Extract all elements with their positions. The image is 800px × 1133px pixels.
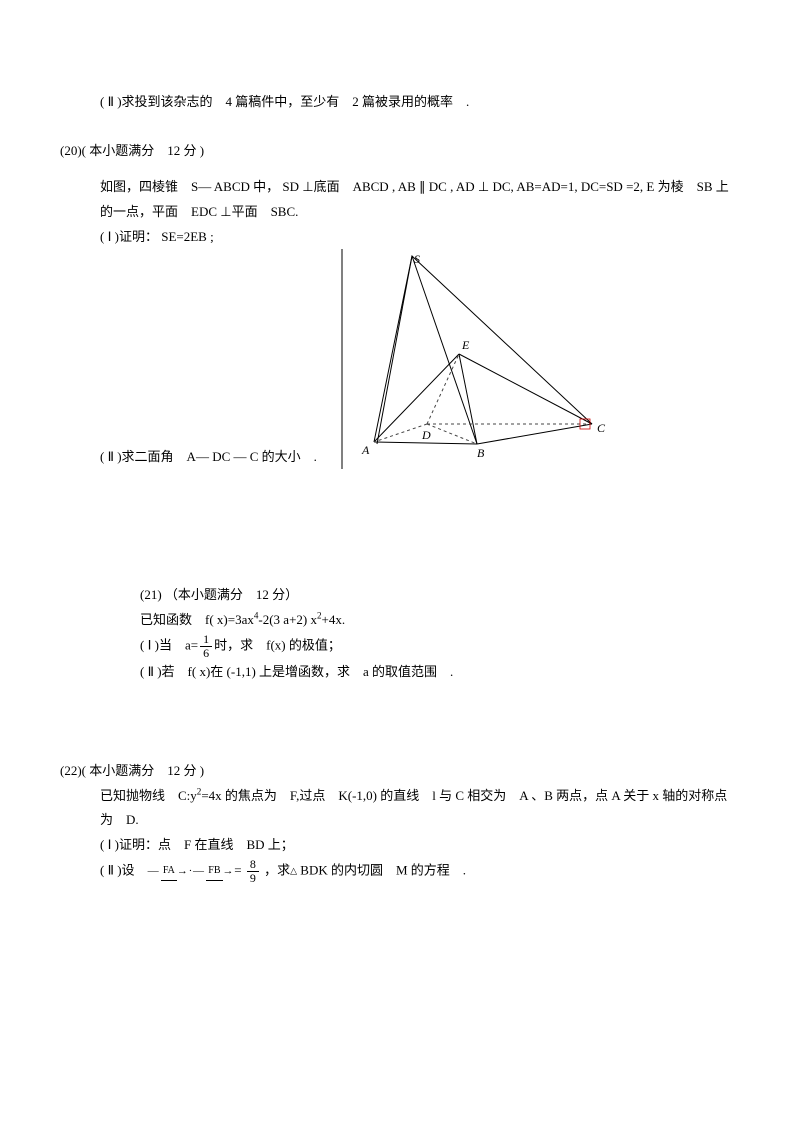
- q22-intro-a: 已知抛物线 C:y: [100, 788, 197, 803]
- q22-intro: 已知抛物线 C:y2=4x 的焦点为 F,过点 K(-1,0) 的直线 l 与 …: [60, 784, 740, 833]
- q21-intro: 已知函数 f( x)=3ax4-2(3 a+2) x2+4x.: [60, 608, 740, 633]
- pyramid-figure: S E A D B C: [317, 249, 647, 469]
- q21-intro-b: -2(3 a+2) x: [258, 612, 317, 627]
- q22-eq: =: [234, 862, 241, 877]
- fraction-8-9: 89: [247, 858, 259, 885]
- q19-part2: ( Ⅱ )求投到该杂志的 4 篇稿件中，至少有 2 篇被录用的概率 .: [60, 90, 740, 115]
- q20-part1: ( Ⅰ )证明： SE=2EB ;: [60, 225, 740, 250]
- fraction-1-6: 16: [200, 633, 212, 660]
- frac-num: 1: [200, 633, 212, 647]
- q21-part2: ( Ⅱ )若 f( x)在 (-1,1) 上是增函数，求 a 的取值范围 .: [60, 660, 740, 685]
- q21-intro-c: +4x.: [322, 612, 346, 627]
- q22-part2-a: ( Ⅱ )设: [100, 862, 148, 877]
- frac-den: 6: [200, 647, 212, 660]
- vec-FB: FB: [206, 861, 222, 881]
- q21-intro-a: 已知函数 f( x)=3ax: [140, 612, 254, 627]
- q22-part2-c: ，求: [264, 862, 290, 877]
- frac-den-9: 9: [247, 872, 259, 885]
- q21-header: (21) （本小题满分 12 分）: [60, 583, 740, 608]
- label-S: S: [414, 252, 420, 266]
- frac-num-8: 8: [247, 858, 259, 872]
- q21-part1-b: 时，求 f(x) 的极值；: [214, 637, 341, 652]
- q22-part1: ( Ⅰ )证明：点 F 在直线 BD 上；: [60, 833, 740, 858]
- q22-part2-d: BDK 的内切圆 M 的方程 .: [297, 862, 466, 877]
- q20-part2: ( Ⅱ )求二面角 A— DC — C 的大小 .: [60, 445, 317, 470]
- label-B: B: [477, 446, 485, 460]
- triangle-icon: △: [290, 865, 297, 875]
- q21-part1-a: ( Ⅰ )当 a=: [140, 637, 198, 652]
- q20-header: (20)( 本小题满分 12 分 ): [60, 139, 740, 164]
- vec-FA: FA: [161, 861, 177, 881]
- q20-intro: 如图，四棱锥 S— ABCD 中， SD ⊥底面 ABCD , AB ∥ DC …: [60, 175, 740, 224]
- page-content: ( Ⅱ )求投到该杂志的 4 篇稿件中，至少有 2 篇被录用的概率 . (20)…: [0, 0, 800, 945]
- q20-figure-row: ( Ⅱ )求二面角 A— DC — C 的大小 . S E: [60, 249, 740, 469]
- label-C: C: [597, 421, 606, 435]
- q21-part1: ( Ⅰ )当 a=16时，求 f(x) 的极值；: [60, 633, 740, 660]
- label-D: D: [421, 428, 431, 442]
- label-E: E: [461, 338, 470, 352]
- label-A: A: [361, 443, 370, 457]
- q22-part2: ( Ⅱ )设 — FA→ · — FB→ = 89 ，求△ BDK 的内切圆 M…: [60, 858, 740, 885]
- q22-header: (22)( 本小题满分 12 分 ): [60, 759, 740, 784]
